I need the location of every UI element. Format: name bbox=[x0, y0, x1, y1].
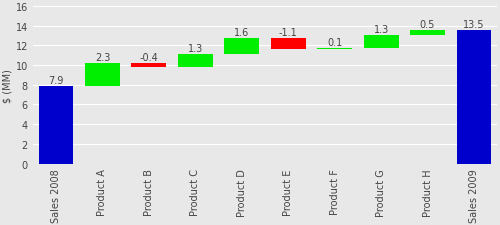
Text: 0.5: 0.5 bbox=[420, 20, 435, 30]
Text: -0.4: -0.4 bbox=[140, 53, 158, 63]
Y-axis label: $ (MM): $ (MM) bbox=[3, 68, 13, 102]
Text: 2.3: 2.3 bbox=[95, 53, 110, 63]
Bar bbox=[178, 55, 213, 68]
Text: 1.6: 1.6 bbox=[234, 28, 250, 38]
Bar bbox=[364, 36, 398, 49]
Bar bbox=[271, 39, 306, 50]
Bar bbox=[224, 39, 259, 55]
Text: 1.3: 1.3 bbox=[374, 25, 388, 35]
Bar bbox=[132, 64, 166, 68]
Bar bbox=[456, 31, 492, 164]
Text: -1.1: -1.1 bbox=[279, 28, 297, 38]
Text: 0.1: 0.1 bbox=[327, 38, 342, 48]
Text: 13.5: 13.5 bbox=[464, 20, 485, 30]
Text: 1.3: 1.3 bbox=[188, 44, 203, 54]
Bar bbox=[38, 86, 74, 164]
Bar bbox=[318, 49, 352, 50]
Text: 7.9: 7.9 bbox=[48, 75, 64, 85]
Bar bbox=[410, 31, 445, 36]
Bar bbox=[85, 64, 120, 86]
